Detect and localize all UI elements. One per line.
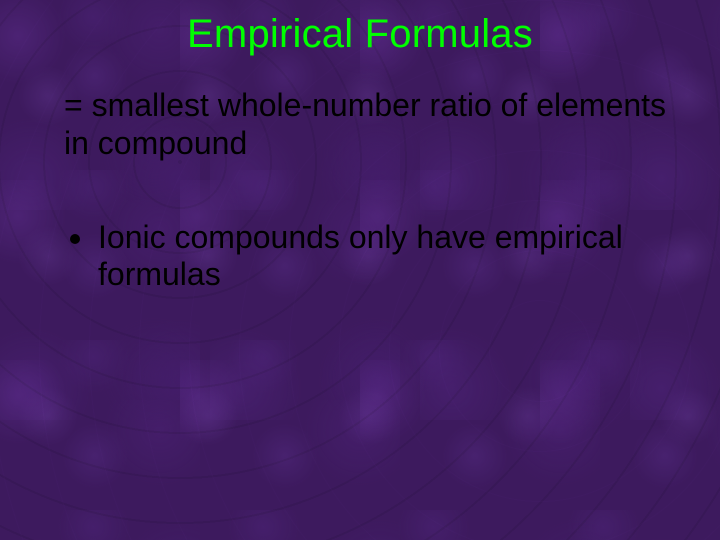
slide-body: = smallest whole-number ratio of element…	[0, 57, 720, 294]
bullet-item: Ionic compounds only have empirical form…	[96, 219, 670, 295]
slide-content: Empirical Formulas = smallest whole-numb…	[0, 0, 720, 540]
definition-text: = smallest whole-number ratio of element…	[50, 87, 670, 163]
bullet-list: Ionic compounds only have empirical form…	[50, 219, 670, 295]
slide-title: Empirical Formulas	[0, 0, 720, 57]
